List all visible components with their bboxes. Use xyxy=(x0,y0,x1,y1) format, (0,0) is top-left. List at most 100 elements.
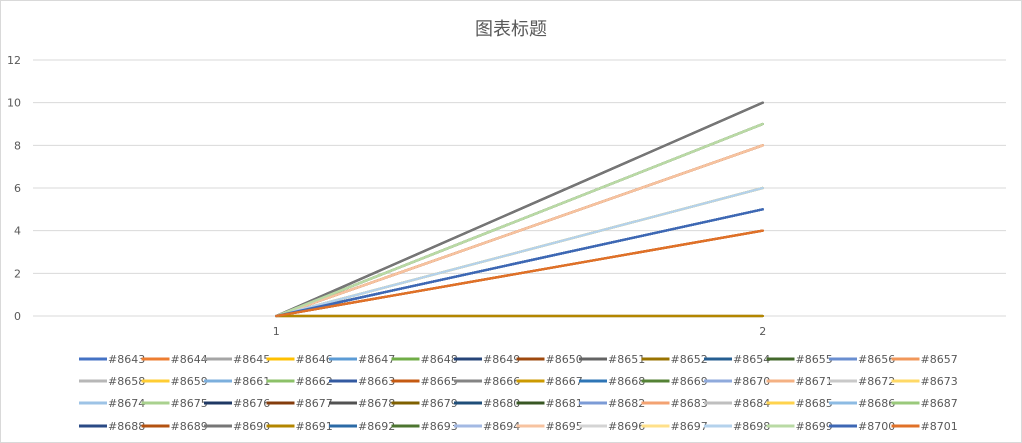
legend-item: #8685 xyxy=(766,397,833,410)
legend-label: #8670 xyxy=(733,375,770,388)
legend-label: #8682 xyxy=(608,397,645,410)
legend-label: #8656 xyxy=(858,353,895,366)
y-tick-label: 10 xyxy=(7,97,21,110)
series-line xyxy=(275,208,764,318)
legend-item: #8662 xyxy=(266,375,333,388)
legend-label: #8681 xyxy=(546,397,583,410)
legend-label: #8669 xyxy=(671,375,708,388)
series-line xyxy=(275,229,764,318)
legend-label: #8650 xyxy=(546,353,583,366)
legend-label: #8657 xyxy=(921,353,958,366)
legend-label: #8686 xyxy=(858,397,895,410)
legend-item: #8643 xyxy=(79,353,145,366)
legend-item: #8663 xyxy=(329,375,395,388)
legend-label: #8698 xyxy=(733,420,770,433)
legend-label: #8655 xyxy=(796,353,833,366)
legend-label: #8678 xyxy=(358,397,395,410)
legend-item: #8649 xyxy=(454,353,520,366)
y-tick-label: 8 xyxy=(14,139,21,152)
legend-item: #8669 xyxy=(641,375,708,388)
legend-label: #8644 xyxy=(171,353,208,366)
series-lines xyxy=(275,101,764,318)
legend-label: #8696 xyxy=(608,420,645,433)
legend-item: #8681 xyxy=(516,397,583,410)
legend-item: #8676 xyxy=(204,397,270,410)
legend-item: #8675 xyxy=(141,397,208,410)
legend-label: #8680 xyxy=(483,397,520,410)
legend-item: #8695 xyxy=(516,420,583,433)
legend-label: #8663 xyxy=(358,375,395,388)
legend-item: #8661 xyxy=(204,375,270,388)
legend-item: #8650 xyxy=(516,353,583,366)
legend-item: #8688 xyxy=(79,420,145,433)
legend-item: #8672 xyxy=(829,375,895,388)
legend-label: #8679 xyxy=(421,397,458,410)
legend-item: #8677 xyxy=(266,397,333,410)
legend-item: #8700 xyxy=(829,420,895,433)
legend-label: #8684 xyxy=(733,397,770,410)
series-line xyxy=(275,122,764,318)
legend-label: #8674 xyxy=(108,397,145,410)
legend-label: #8693 xyxy=(421,420,458,433)
x-tick-label: 1 xyxy=(273,325,280,338)
legend-item: #8674 xyxy=(79,397,145,410)
legend-item: #8665 xyxy=(391,375,458,388)
legend-item: #8646 xyxy=(266,353,333,366)
legend-label: #8687 xyxy=(921,397,958,410)
legend-label: #8662 xyxy=(296,375,333,388)
legend-label: #8685 xyxy=(796,397,833,410)
y-tick-label: 0 xyxy=(14,310,21,323)
legend-item: #8658 xyxy=(79,375,145,388)
legend-item: #8647 xyxy=(329,353,395,366)
legend-label: #8671 xyxy=(796,375,833,388)
legend-item: #8683 xyxy=(641,397,708,410)
legend-item: #8678 xyxy=(329,397,395,410)
legend-item: #8654 xyxy=(704,353,770,366)
legend-label: #8691 xyxy=(296,420,333,433)
legend-label: #8647 xyxy=(358,353,395,366)
legend-item: #8689 xyxy=(141,420,208,433)
y-tick-label: 4 xyxy=(14,225,21,238)
legend-label: #8690 xyxy=(233,420,270,433)
y-tick-label: 12 xyxy=(7,54,21,67)
legend-item: #8656 xyxy=(829,353,895,366)
series-line xyxy=(275,144,764,318)
legend-label: #8646 xyxy=(296,353,333,366)
legend-item: #8692 xyxy=(329,420,395,433)
legend-item: #8696 xyxy=(579,420,645,433)
legend-label: #8700 xyxy=(858,420,895,433)
legend-item: #8668 xyxy=(579,375,645,388)
series-line xyxy=(275,101,764,318)
legend-label: #8683 xyxy=(671,397,708,410)
legend-label: #8645 xyxy=(233,353,270,366)
legend-label: #8675 xyxy=(171,397,208,410)
x-tick-label: 2 xyxy=(759,325,766,338)
legend-item: #8680 xyxy=(454,397,520,410)
legend-label: #8665 xyxy=(421,375,458,388)
legend-label: #8694 xyxy=(483,420,520,433)
legend-item: #8698 xyxy=(704,420,770,433)
chart-title: 图表标题 xyxy=(475,19,547,40)
legend-label: #8689 xyxy=(171,420,208,433)
legend-item: #8659 xyxy=(141,375,208,388)
legend-item: #8697 xyxy=(641,420,708,433)
legend-item: #8694 xyxy=(454,420,520,433)
legend-item: #8644 xyxy=(141,353,208,366)
legend-label: #8666 xyxy=(483,375,520,388)
y-axis-ticks: 0 2 4 6 8 10 12 xyxy=(7,54,21,323)
legend-item: #8645 xyxy=(204,353,270,366)
legend-label: #8668 xyxy=(608,375,645,388)
legend-item: #8684 xyxy=(704,397,770,410)
legend-label: #8659 xyxy=(171,375,208,388)
legend-item: #8648 xyxy=(391,353,458,366)
legend-label: #8672 xyxy=(858,375,895,388)
legend-label: #8643 xyxy=(108,353,145,366)
y-tick-label: 2 xyxy=(14,267,21,280)
legend-item: #8679 xyxy=(391,397,458,410)
legend: #8643 #8644 #8645 #8646 #8647 #8648 #8649 #8650… xyxy=(79,353,958,433)
legend-item: #8686 xyxy=(829,397,895,410)
legend-label: #8676 xyxy=(233,397,270,410)
legend-item: #8655 xyxy=(766,353,833,366)
legend-label: #8692 xyxy=(358,420,395,433)
